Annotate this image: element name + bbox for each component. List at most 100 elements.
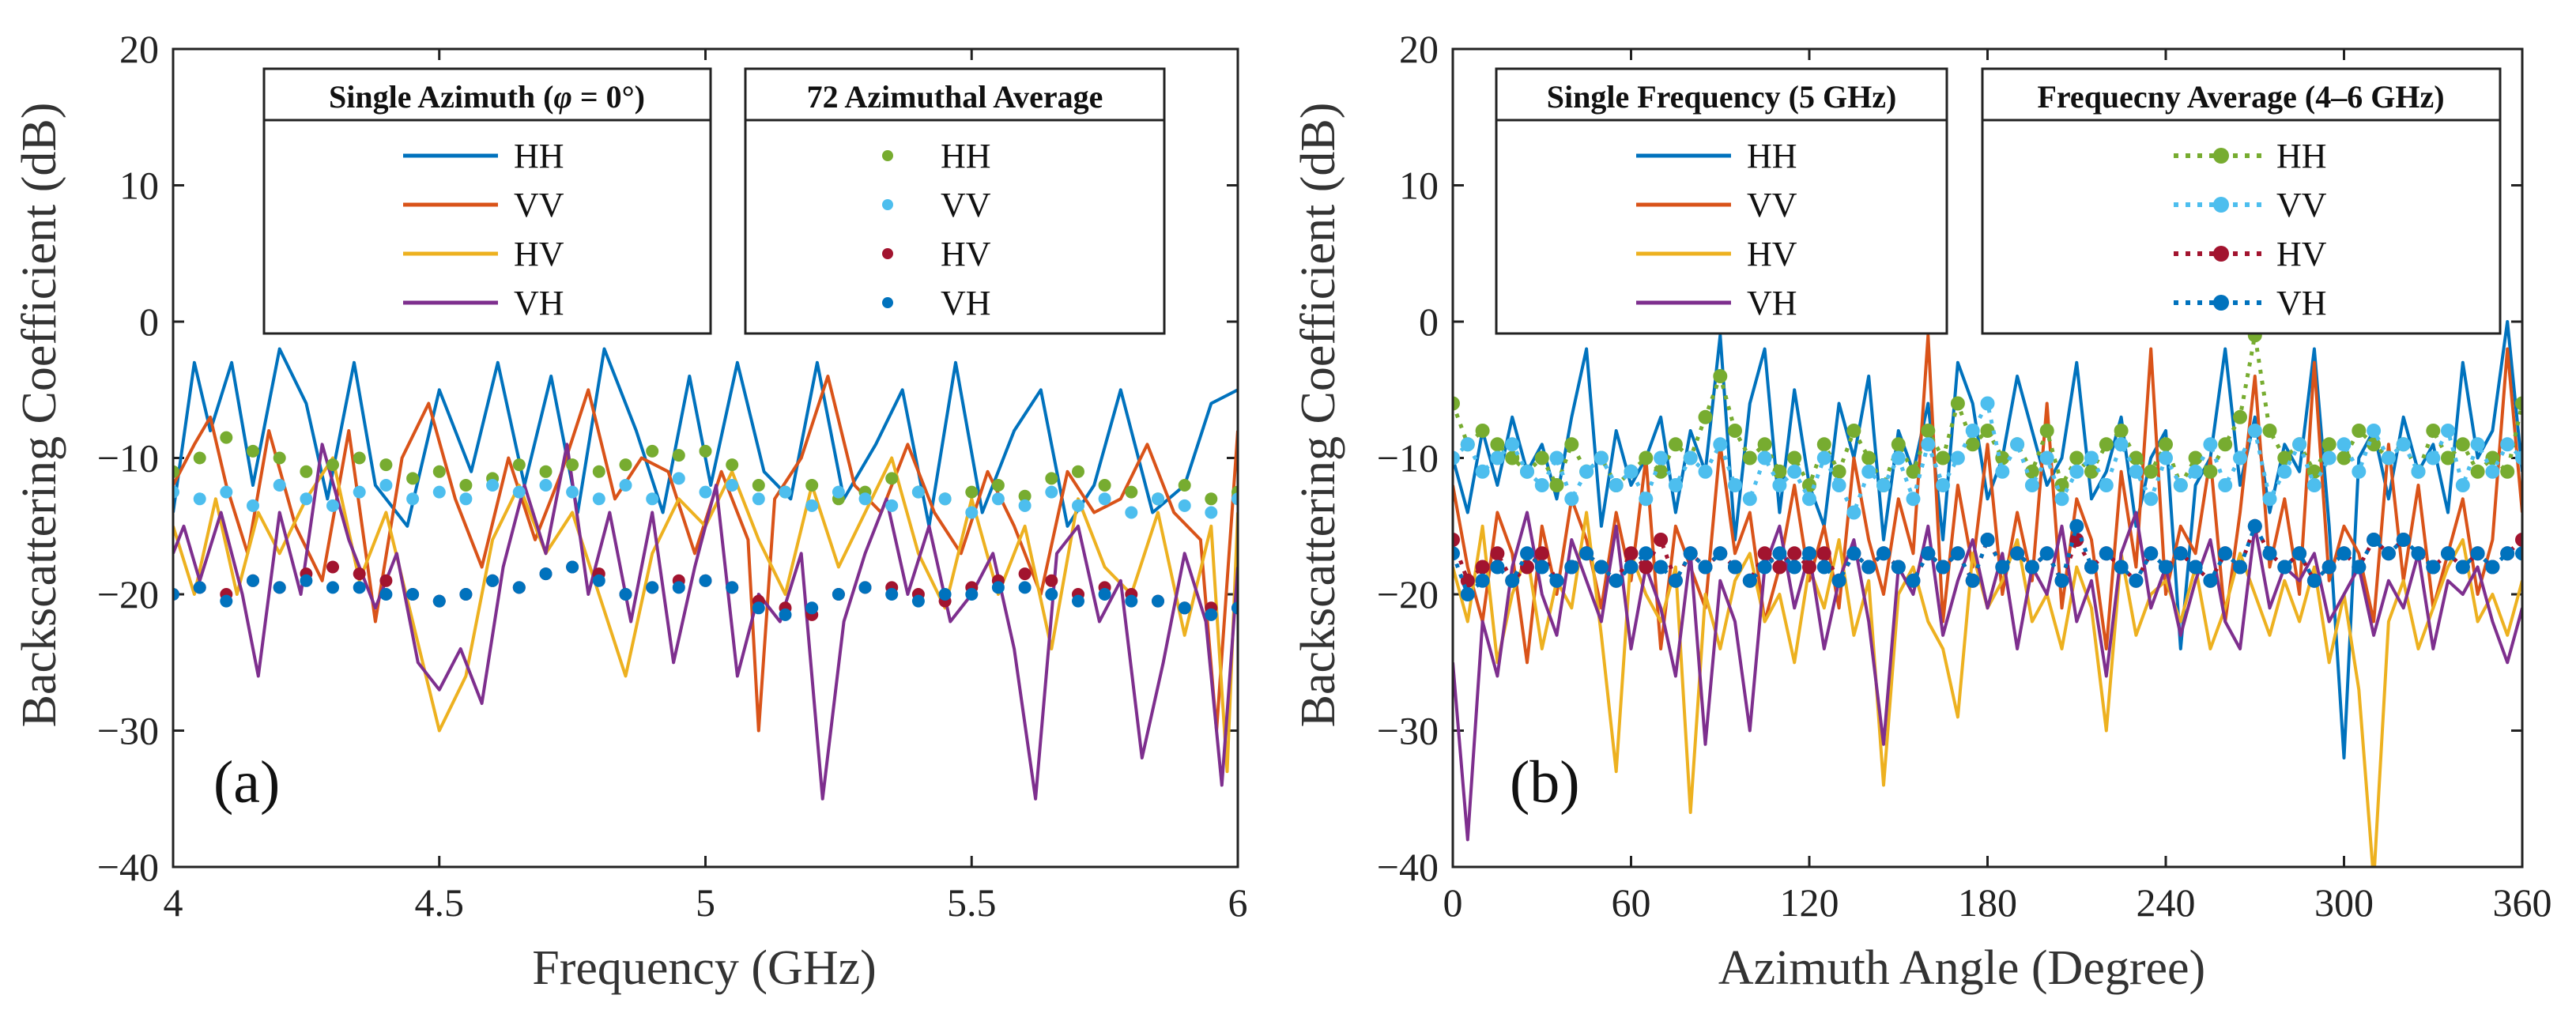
data-point (220, 485, 233, 499)
data-point (911, 594, 925, 608)
data-point (1045, 588, 1058, 601)
data-point (486, 479, 500, 492)
data-point (592, 574, 605, 587)
data-point (326, 458, 339, 472)
y-tick-label: −30 (1377, 709, 1439, 753)
data-point (566, 560, 579, 574)
data-point (2114, 437, 2129, 452)
data-point (2441, 424, 2455, 438)
data-point (2455, 560, 2470, 575)
panel-b-legend-single-frequency-title: Single Frequency (5 GHz) (1547, 79, 1897, 115)
panel-b-axes-box (1451, 47, 2524, 869)
data-point (2470, 437, 2485, 452)
data-point (2173, 478, 2188, 492)
data-point (1520, 546, 1534, 561)
data-point (193, 581, 206, 594)
y-tick-label: 20 (119, 27, 159, 71)
data-point (1490, 450, 1505, 465)
data-point (2321, 437, 2337, 452)
data-point (1475, 573, 1490, 588)
data-point (2500, 437, 2515, 452)
data-point (2321, 560, 2337, 575)
data-point (2292, 546, 2307, 561)
data-point (1453, 533, 1460, 547)
data-point (779, 485, 792, 499)
data-point (273, 581, 286, 594)
panel-b-legend-frequency-average: Frequecny Average (4–6 GHz) HH VV HV VH (1981, 67, 2502, 335)
data-point (699, 574, 712, 587)
data-point (2515, 396, 2522, 411)
data-point (2129, 450, 2144, 465)
data-point (2159, 560, 2173, 575)
data-point (2144, 464, 2159, 479)
data-point (2337, 437, 2352, 452)
data-point (991, 581, 1005, 594)
legend-swatch-vv-dot (882, 199, 893, 210)
panel-a-legend-single-azimuth: Single Azimuth (φ = 0°) HH VV HV VH (262, 67, 712, 335)
data-point (2515, 450, 2522, 465)
data-point (1453, 450, 1460, 465)
data-point (1713, 546, 1728, 561)
legend-swatch-vv-dotted (2174, 197, 2269, 213)
x-tick-label: 180 (1958, 880, 2017, 925)
data-point (247, 574, 259, 587)
data-point (1125, 506, 1138, 519)
data-point (2262, 492, 2277, 507)
data-point (1654, 533, 1669, 547)
data-point (1950, 396, 1965, 411)
data-point (2262, 424, 2277, 438)
data-point (2233, 560, 2247, 575)
data-point (885, 588, 899, 601)
data-point (1654, 560, 1669, 575)
data-point (1757, 560, 1772, 575)
panel-a-legend-azimuthal-average-title: 72 Azimuthal Average (807, 79, 1103, 115)
data-point (2485, 560, 2500, 575)
data-point (1921, 546, 1936, 561)
data-point (193, 451, 206, 465)
data-point (2024, 478, 2039, 492)
panel-a-y-axis-label: Backscattering Coefficient (dB) (13, 103, 66, 728)
data-point (1018, 489, 1032, 503)
data-point (2470, 464, 2485, 479)
data-point (406, 472, 420, 485)
data-point (1772, 546, 1787, 561)
data-point (2411, 546, 2426, 561)
data-point (2188, 450, 2203, 465)
data-point (592, 492, 605, 506)
data-point (805, 601, 819, 615)
y-tick-label: −30 (97, 709, 159, 753)
data-point (1475, 464, 1490, 479)
data-point (752, 601, 765, 615)
data-point (1728, 560, 1742, 575)
data-point (326, 499, 339, 512)
legend-swatch-hv-dotted (2174, 246, 2269, 262)
data-point (805, 499, 819, 512)
data-point (752, 479, 765, 492)
data-point (1579, 546, 1594, 561)
data-point (300, 574, 313, 587)
data-point (1564, 437, 1579, 452)
data-point (699, 444, 712, 458)
data-point (2129, 573, 2144, 588)
data-point (2159, 450, 2173, 465)
data-point (1178, 479, 1191, 492)
data-point (1460, 437, 1475, 452)
y-tick-label: 10 (1399, 164, 1439, 208)
data-point (619, 479, 632, 492)
data-point (1534, 478, 1549, 492)
data-point (1624, 560, 1639, 575)
data-point (1816, 560, 1831, 575)
data-point (1816, 546, 1831, 561)
x-tick-label: 6 (1228, 880, 1248, 925)
data-point (1453, 396, 1460, 411)
data-point (1178, 601, 1191, 615)
data-point (1757, 437, 1772, 452)
data-point (1460, 573, 1475, 588)
data-point (1921, 437, 1936, 452)
x-tick-label: 0 (1443, 880, 1463, 925)
data-point (432, 594, 446, 608)
data-point (646, 581, 659, 594)
data-point (726, 458, 739, 472)
data-point (353, 451, 366, 465)
data-point (2203, 573, 2218, 588)
